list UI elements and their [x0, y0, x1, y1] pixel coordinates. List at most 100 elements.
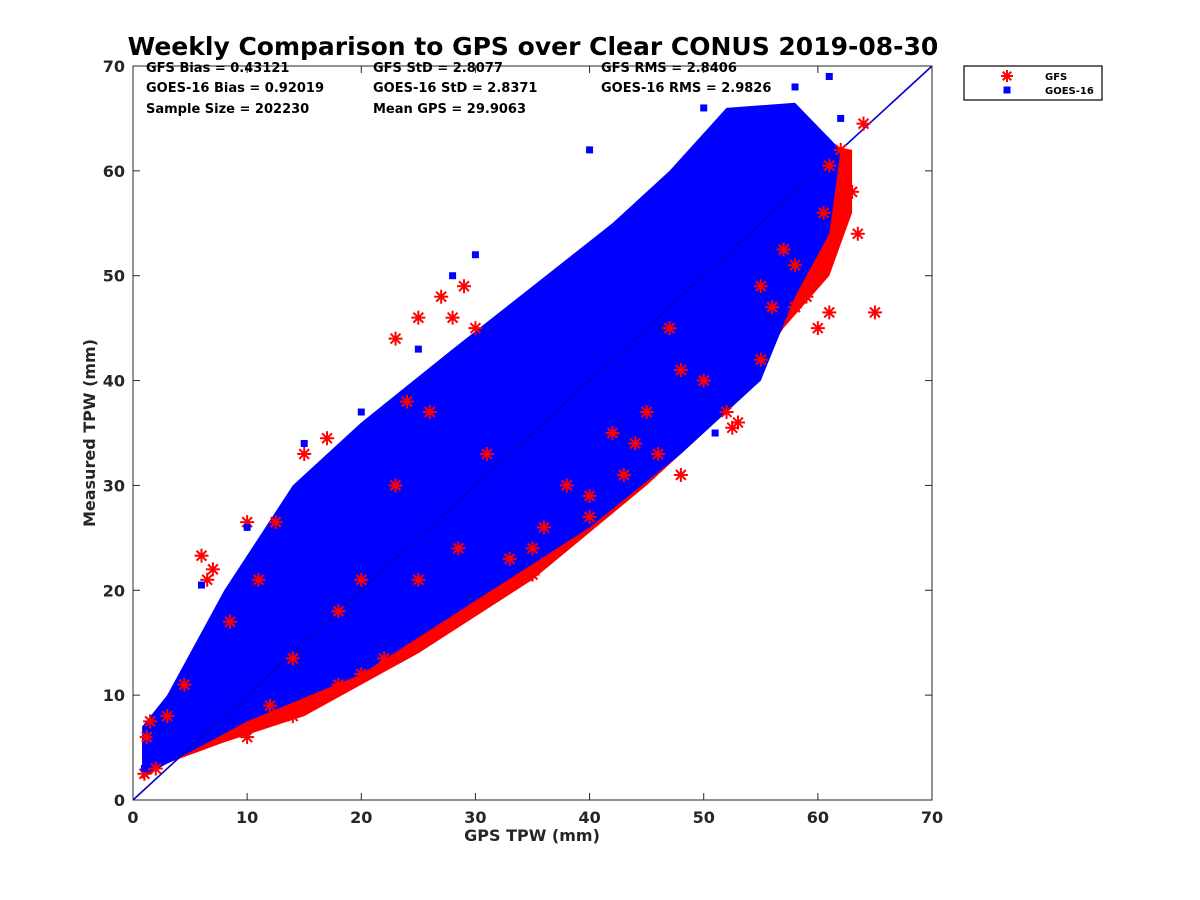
x-axis-label: GPS TPW (mm) — [464, 826, 600, 845]
gfs-point — [377, 651, 392, 666]
goes16-point — [220, 649, 228, 657]
y-tick-label: 10 — [103, 686, 125, 705]
goes16-point — [529, 356, 536, 364]
gfs-point — [616, 467, 631, 482]
gfs-point — [160, 709, 175, 724]
y-tick-label: 70 — [103, 57, 125, 76]
stat-text: GOES-16 RMS = 2.9826 — [601, 81, 771, 96]
statistics-annotations: GFS Bias = 0.43121 GFS StD = 2.8077 GFS RM… — [146, 61, 771, 117]
gfs-point — [502, 551, 517, 566]
gfs-point — [268, 515, 283, 530]
gfs-point — [822, 158, 837, 173]
gfs-point — [331, 677, 346, 692]
gfs-point — [810, 321, 825, 336]
gfs-point — [525, 541, 540, 556]
gfs-point — [205, 562, 220, 577]
gfs-point — [765, 300, 780, 315]
goes16-point — [620, 219, 628, 227]
stat-text: GOES-16 StD = 2.8371 — [373, 81, 537, 96]
goes16-point — [791, 167, 799, 175]
gfs-point — [651, 446, 666, 461]
x-tick-label: 70 — [921, 808, 943, 827]
gfs-point — [148, 761, 163, 776]
legend: GFS GOES-16 — [963, 65, 1103, 101]
gfs-point — [605, 426, 620, 440]
axis-ticks: 0 10 20 30 40 50 60 70 0 10 20 30 40 50 60 70 — [103, 57, 943, 827]
goes16-point — [460, 429, 468, 437]
gfs-point — [354, 572, 369, 587]
legend-entry: GFS — [1001, 70, 1067, 83]
goes16-point — [586, 146, 594, 154]
goes16-point — [243, 523, 251, 531]
x-tick-label: 20 — [350, 808, 372, 827]
goes16-point — [745, 188, 753, 196]
goes16-point — [700, 219, 708, 227]
gfs-point — [867, 305, 882, 320]
gfs-point — [223, 614, 238, 629]
gfs-point — [582, 509, 597, 524]
gfs-point — [788, 300, 803, 315]
point-cloud — [142, 102, 853, 779]
data-points — [137, 72, 882, 781]
gfs-point — [753, 279, 768, 294]
goes16-point — [471, 408, 479, 416]
x-tick-label: 10 — [236, 808, 258, 827]
stat-text: Mean GPS = 29.9063 — [373, 102, 526, 117]
gfs-point — [240, 730, 255, 745]
goes16-point — [586, 324, 594, 332]
gfs-point — [143, 714, 158, 729]
gfs-point — [297, 446, 312, 461]
goes16-point — [471, 251, 479, 259]
goes16-point — [334, 534, 342, 542]
goes16-point — [197, 670, 205, 678]
gfs-point — [628, 436, 643, 451]
gfs-point — [559, 478, 574, 493]
gfs-point — [822, 305, 837, 320]
goes16-point — [414, 345, 422, 353]
goes16-point — [357, 513, 365, 521]
goes16-point — [700, 104, 708, 112]
gfs-point — [251, 572, 266, 587]
gfs-point — [354, 667, 369, 682]
x-tick-label: 50 — [693, 808, 715, 827]
y-tick-label: 20 — [103, 581, 125, 600]
goes16-point — [392, 502, 400, 510]
stat-text: GOES-16 Bias = 0.92019 — [146, 81, 324, 96]
x-tick-label: 0 — [127, 808, 138, 827]
gfs-point — [479, 446, 494, 461]
goes16-point — [677, 219, 685, 227]
legend-entry: GOES-16 — [1003, 86, 1094, 97]
gfs-point — [845, 184, 860, 199]
goes16-point — [163, 744, 171, 752]
goes16-point — [608, 303, 616, 311]
reference-line-layer — [133, 66, 932, 800]
gfs-point — [320, 431, 335, 446]
goes16-point — [449, 272, 457, 280]
gfs-point — [434, 289, 449, 304]
goes16-point — [437, 450, 445, 458]
gfs-point — [468, 321, 483, 336]
plot-frame — [132, 65, 933, 801]
legend-box — [963, 65, 1103, 101]
gfs-point — [331, 604, 346, 619]
goes16-point — [814, 146, 822, 154]
goes16-point — [654, 272, 662, 280]
gfs-point — [816, 205, 831, 220]
goes16-point — [197, 581, 205, 589]
gfs-point — [285, 651, 300, 666]
y-axis-label: Measured TPW (mm) — [80, 339, 99, 527]
goes16-point — [357, 408, 365, 416]
gfs-point — [582, 488, 597, 503]
gfs-point — [422, 405, 437, 420]
goes16-point — [723, 188, 731, 196]
legend-label: GFS — [1045, 72, 1067, 83]
x-tick-label: 30 — [464, 808, 486, 827]
goes16-point — [791, 83, 799, 91]
legend-gfs-marker — [1001, 70, 1013, 82]
gfs-point — [388, 478, 403, 493]
gfs-point — [445, 310, 460, 325]
gfs-point — [285, 709, 300, 724]
gfs-point — [639, 405, 654, 420]
gfs-point — [730, 415, 745, 430]
